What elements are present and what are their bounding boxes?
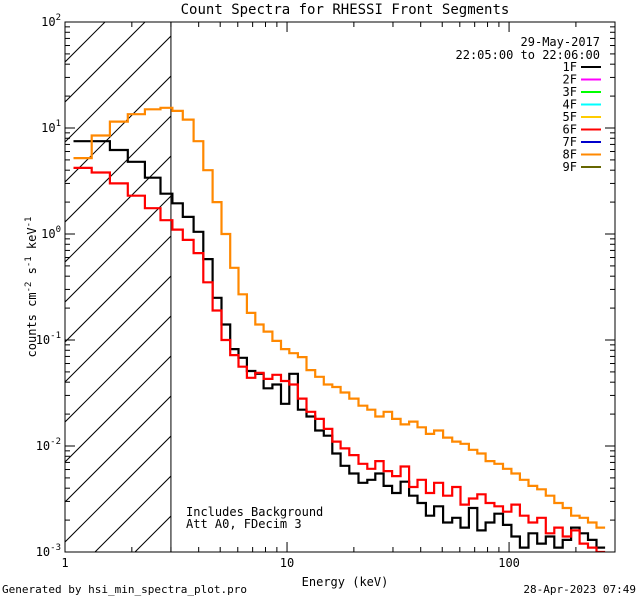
- time-range-label: 22:05:00 to 22:06:00: [456, 48, 601, 62]
- legend-label-7F: 7F: [563, 135, 577, 149]
- hatch-line: [65, 35, 171, 143]
- hatch-line: [65, 115, 171, 223]
- hatch-line: [65, 195, 171, 303]
- hatch-line: [65, 395, 171, 503]
- y-tick-label: 10-3: [36, 543, 61, 559]
- annotation-attenuator: Att A0, FDecim 3: [186, 517, 302, 531]
- annotation-background: Includes Background: [186, 505, 323, 519]
- hatch-line: [65, 315, 171, 423]
- legend-label-1F: 1F: [563, 60, 577, 74]
- footer-generated-by: Generated by hsi_min_spectra_plot.pro: [2, 583, 248, 596]
- hatch-line: [65, 22, 106, 63]
- hatch-line: [65, 155, 171, 263]
- y-tick-label: 10-1: [36, 331, 61, 347]
- hatch-line: [65, 275, 171, 383]
- series-group: [73, 106, 606, 552]
- legend-label-3F: 3F: [563, 85, 577, 99]
- legend-label-8F: 8F: [563, 148, 577, 162]
- y-axis: 10-3 10-2 10-1 100 101 102: [36, 13, 615, 559]
- hatch-line: [65, 355, 171, 463]
- footer-timestamp: 28-Apr-2023 07:49: [523, 583, 636, 596]
- legend-label-2F: 2F: [563, 73, 577, 87]
- legend-label-5F: 5F: [563, 110, 577, 124]
- date-label: 29-May-2017: [521, 35, 600, 49]
- hatch-line: [94, 475, 171, 552]
- y-axis-label: counts cm-2 s-1 keV-1: [24, 217, 39, 358]
- legend-label-9F: 9F: [563, 160, 577, 174]
- series-6F: [73, 166, 606, 552]
- chart-title: Count Spectra for RHESSI Front Segments: [181, 2, 510, 18]
- y-tick-label: 101: [41, 119, 61, 135]
- x-axis: 1 10 100: [61, 22, 616, 570]
- x-tick-label: 10: [280, 556, 294, 570]
- series-1F: [73, 140, 606, 549]
- y-tick-label: 10-2: [36, 437, 61, 453]
- x-tick-label: 1: [61, 556, 68, 570]
- legend-label-4F: 4F: [563, 98, 577, 112]
- x-axis-label: Energy (keV): [302, 575, 389, 589]
- y-tick-label: 100: [41, 225, 61, 241]
- hatched-region: [65, 22, 171, 552]
- y-tick-label: 102: [41, 13, 61, 29]
- hatch-line: [65, 22, 146, 103]
- hatch-line: [65, 75, 171, 183]
- series-8F: [73, 106, 606, 529]
- hatch-line: [65, 435, 171, 543]
- x-tick-label: 100: [498, 556, 520, 570]
- hatch-line: [65, 235, 171, 343]
- plot-frame: [64, 21, 616, 553]
- legend-label-6F: 6F: [563, 123, 577, 137]
